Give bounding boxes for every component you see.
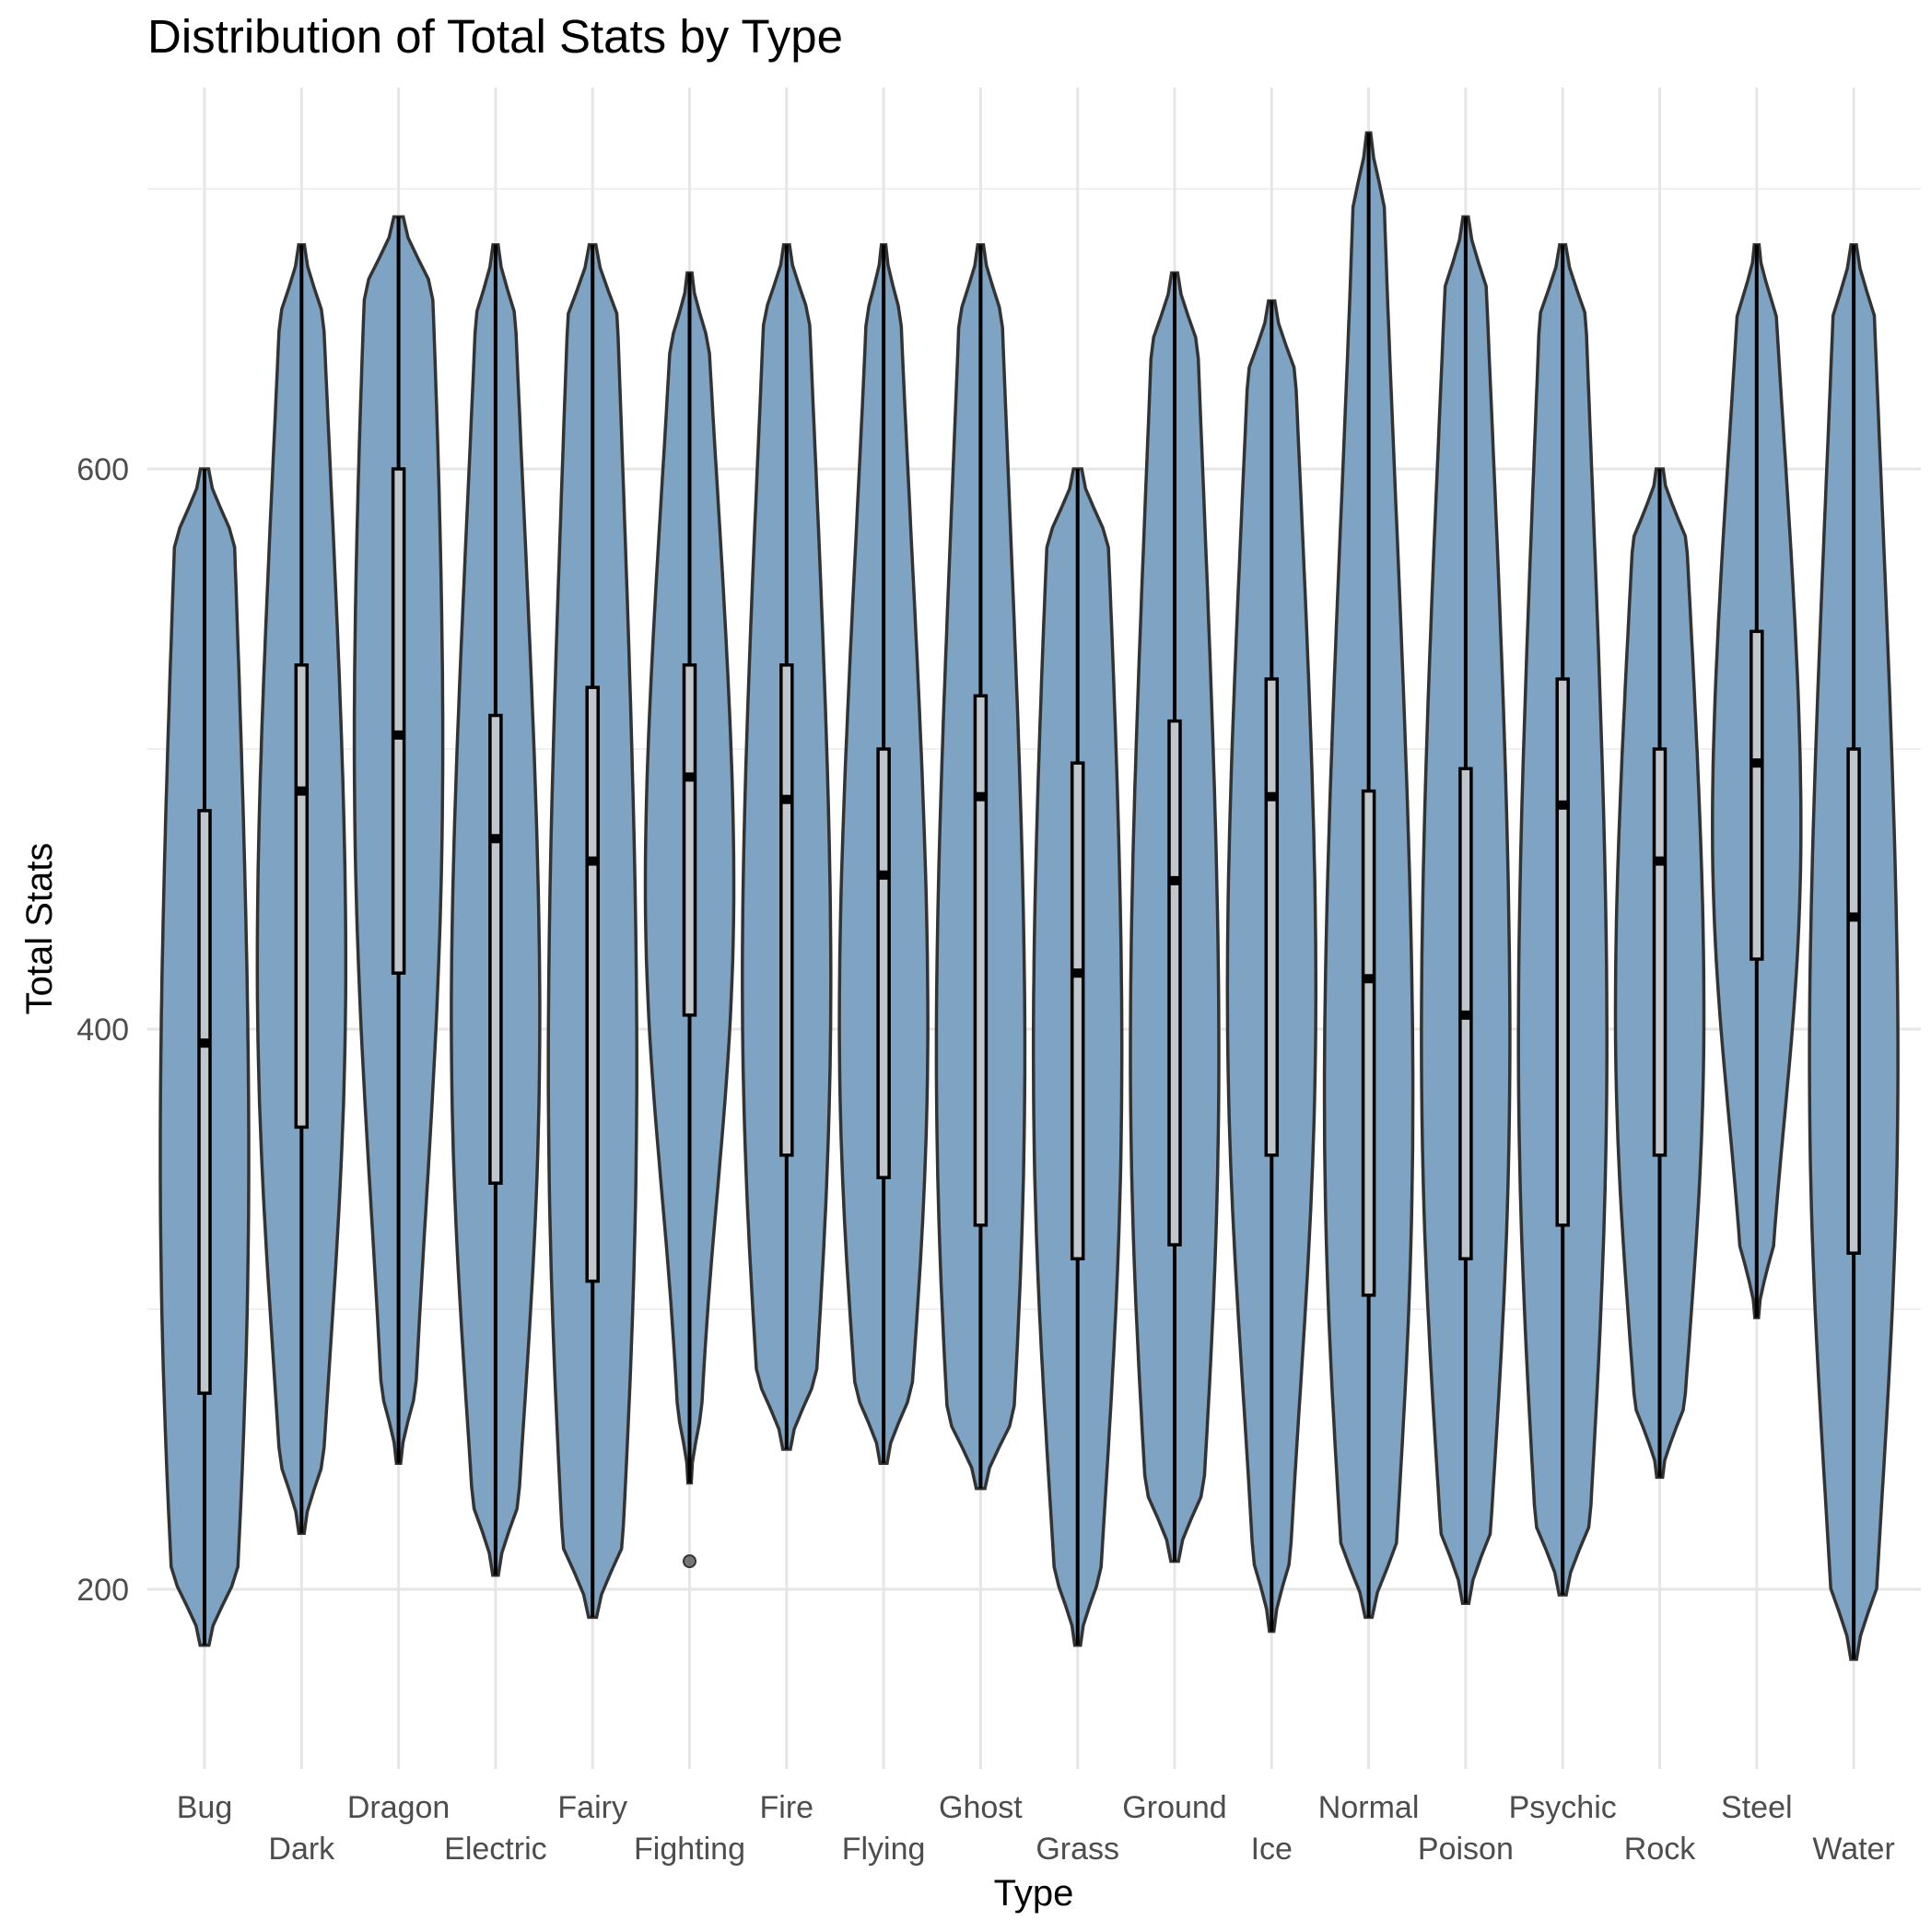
iqr-box bbox=[1361, 789, 1376, 1297]
violin-rock bbox=[1613, 467, 1706, 1480]
iqr-box bbox=[1555, 677, 1570, 1227]
violin-flying bbox=[837, 243, 930, 1465]
violin-fighting bbox=[643, 271, 736, 1569]
iqr-box bbox=[197, 809, 212, 1395]
outlier-point bbox=[683, 1554, 696, 1569]
x-tick-label: Bug bbox=[177, 1790, 233, 1825]
x-tick-label: Dragon bbox=[347, 1790, 451, 1825]
x-tick-label: Ghost bbox=[939, 1790, 1023, 1825]
violin-psychic bbox=[1516, 243, 1609, 1597]
x-tick-label: Water bbox=[1812, 1832, 1894, 1867]
iqr-box bbox=[682, 663, 697, 1017]
iqr-box bbox=[488, 713, 503, 1185]
violin-fairy bbox=[546, 243, 638, 1620]
x-tick-label: Flying bbox=[842, 1832, 926, 1867]
violin-ghost bbox=[934, 243, 1027, 1491]
violin-electric bbox=[450, 243, 542, 1577]
median-mark bbox=[1071, 968, 1083, 978]
violin-dark bbox=[255, 243, 348, 1535]
median-mark bbox=[1654, 856, 1666, 866]
median-mark bbox=[1266, 791, 1278, 802]
median-mark bbox=[878, 870, 890, 880]
iqr-box bbox=[876, 747, 891, 1179]
median-mark bbox=[296, 786, 308, 796]
chart-title: Distribution of Total Stats by Type bbox=[147, 10, 844, 63]
x-tick-label: Dark bbox=[268, 1832, 335, 1867]
median-mark bbox=[199, 1038, 210, 1048]
median-mark bbox=[975, 791, 987, 802]
iqr-box bbox=[1846, 747, 1861, 1255]
iqr-box bbox=[585, 685, 600, 1283]
x-tick-label: Ground bbox=[1122, 1790, 1226, 1825]
violin-dragon bbox=[352, 215, 445, 1465]
violins bbox=[158, 131, 1900, 1661]
y-tick-label: 600 bbox=[76, 452, 129, 487]
x-tick-label: Psychic bbox=[1509, 1790, 1617, 1825]
violin-steel bbox=[1711, 243, 1803, 1319]
median-mark bbox=[1750, 758, 1762, 768]
x-tick-label: Fairy bbox=[557, 1790, 627, 1825]
x-tick-label: Grass bbox=[1036, 1832, 1119, 1867]
violin-water bbox=[1808, 243, 1900, 1661]
median-mark bbox=[1848, 912, 1860, 922]
x-tick-label: Fire bbox=[760, 1790, 814, 1825]
violin-normal bbox=[1322, 131, 1415, 1620]
violin-poison bbox=[1420, 215, 1512, 1605]
iqr-box bbox=[391, 467, 406, 975]
x-tick-label: Ice bbox=[1251, 1832, 1293, 1867]
median-mark bbox=[1169, 875, 1180, 885]
median-mark bbox=[684, 772, 696, 782]
iqr-box bbox=[973, 694, 989, 1227]
iqr-box bbox=[294, 663, 310, 1130]
iqr-box bbox=[1750, 629, 1764, 961]
violin-bug bbox=[158, 467, 251, 1647]
iqr-box bbox=[779, 663, 794, 1157]
median-mark bbox=[489, 834, 501, 844]
x-tick-label: Normal bbox=[1318, 1790, 1420, 1825]
x-tick-label: Fighting bbox=[634, 1832, 745, 1867]
iqr-box bbox=[1264, 677, 1280, 1157]
x-tick-label: Electric bbox=[444, 1832, 546, 1867]
median-mark bbox=[587, 856, 599, 866]
x-tick-label: Rock bbox=[1624, 1832, 1696, 1867]
median-mark bbox=[1557, 800, 1569, 810]
iqr-box bbox=[1070, 761, 1085, 1261]
median-mark bbox=[392, 730, 404, 740]
x-tick-label: Steel bbox=[1721, 1790, 1793, 1825]
violin-ice bbox=[1225, 299, 1318, 1633]
violin-fire bbox=[741, 243, 833, 1451]
violin-ground bbox=[1129, 271, 1221, 1563]
x-axis-title: Type bbox=[994, 1873, 1074, 1914]
median-mark bbox=[1459, 1010, 1471, 1020]
y-tick-label: 400 bbox=[76, 1013, 129, 1048]
iqr-box bbox=[1652, 747, 1668, 1157]
x-tick-label: Poison bbox=[1418, 1832, 1514, 1867]
violin-grass bbox=[1031, 467, 1124, 1647]
median-mark bbox=[780, 794, 792, 804]
y-axis-title: Total Stats bbox=[19, 843, 60, 1015]
y-axis: 200 400 600 bbox=[76, 452, 129, 1608]
median-mark bbox=[1363, 974, 1375, 984]
y-tick-label: 200 bbox=[76, 1573, 129, 1608]
iqr-box bbox=[1167, 719, 1182, 1247]
